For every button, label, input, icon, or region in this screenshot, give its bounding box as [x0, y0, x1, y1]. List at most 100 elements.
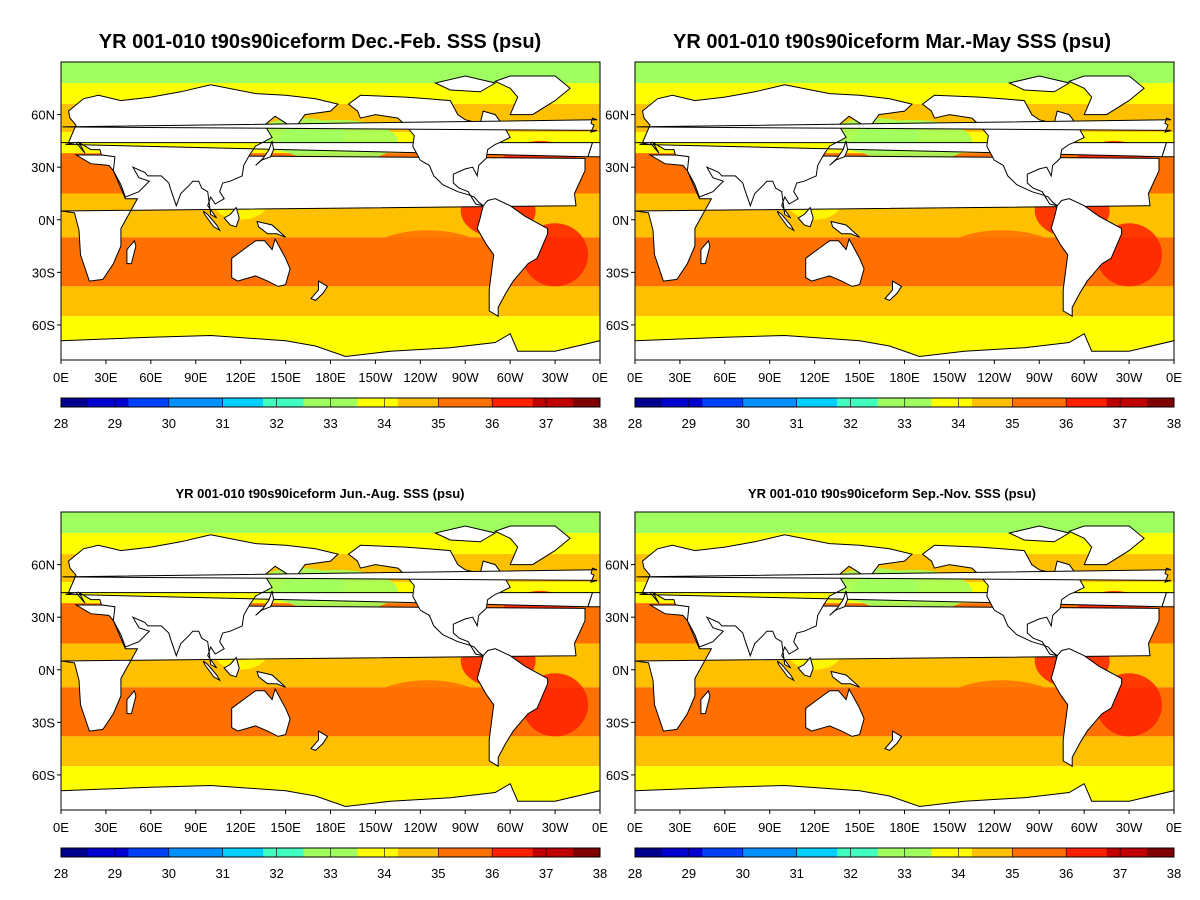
- map-son: 0E 30E 60E 90E 120E 150E 180E 150W 120W 90W 60W 30W…: [605, 511, 1182, 881]
- land-arcticIslands: [1007, 75, 1071, 93]
- lat-tick-label: 60N: [31, 558, 55, 573]
- colorbar-segment: [559, 848, 574, 857]
- lon-tick-label: 30W: [1116, 370, 1143, 385]
- colorbar-segment: [1147, 398, 1162, 407]
- colorbar-segment: [573, 848, 588, 857]
- colorbar-segment: [1106, 398, 1121, 407]
- land-iberia: [1161, 142, 1174, 158]
- lon-tick-label: 30W: [1116, 820, 1143, 835]
- lon-tick-label: 90E: [184, 820, 207, 835]
- colorbar-segment: [904, 848, 919, 857]
- colorbar-segment: [155, 848, 170, 857]
- colorbar-segment: [182, 848, 197, 857]
- lat-tick-label: 30S: [606, 715, 629, 730]
- land-newGuinea: [830, 670, 860, 688]
- land-uk: [62, 567, 598, 583]
- colorbar-segment: [317, 848, 331, 857]
- colorbar-segment: [276, 848, 291, 857]
- colorbar-segment: [61, 848, 75, 857]
- land-uk: [636, 567, 1172, 583]
- colorbar-segment: [877, 848, 892, 857]
- lat-tick-label: 30S: [32, 265, 55, 280]
- lon-tick-label: 150W: [932, 820, 967, 835]
- colorbar-segment: [756, 398, 771, 407]
- colorbar-segment: [492, 398, 507, 407]
- colorbar-segment: [222, 848, 237, 857]
- colorbar-segment: [1120, 848, 1135, 857]
- colorbar-segment: [850, 398, 865, 407]
- lat-tick-label: 0N: [612, 213, 629, 228]
- lon-tick-label: 30W: [542, 820, 569, 835]
- colorbar-segment: [1025, 398, 1040, 407]
- lon-tick-label: 150E: [844, 820, 875, 835]
- land-sumatra: [776, 660, 796, 682]
- land-japan: [829, 590, 849, 616]
- land-sumatra: [776, 210, 796, 232]
- colorbar-segment: [209, 398, 224, 407]
- land-madagascar: [700, 239, 711, 265]
- colorbar-label: 36: [485, 866, 499, 881]
- colorbar-segment: [1093, 848, 1108, 857]
- lon-tick-label: 180E: [889, 820, 920, 835]
- colorbar-segment: [1052, 398, 1067, 407]
- colorbar-segment: [87, 398, 102, 407]
- lon-tick-label: 120W: [977, 370, 1012, 385]
- colorbar-segment: [958, 398, 973, 407]
- colorbar-segment: [864, 398, 879, 407]
- land-borneo: [797, 206, 814, 228]
- colorbar-segment: [1120, 398, 1135, 407]
- land-australia: [805, 687, 865, 737]
- lat-tick-label: 30N: [605, 610, 629, 625]
- sss-band: [61, 286, 600, 317]
- land-borneo: [797, 656, 814, 678]
- lon-tick-label: 120E: [799, 370, 830, 385]
- land-iberia: [587, 592, 600, 608]
- lon-tick-label: 90E: [758, 370, 781, 385]
- colorbar-segment: [944, 848, 959, 857]
- land-arcticIslands: [433, 525, 497, 543]
- colorbar-label: 28: [628, 416, 642, 431]
- colorbar-segment: [971, 848, 986, 857]
- colorbar-segment: [985, 398, 1000, 407]
- colorbar-label: 33: [323, 416, 337, 431]
- lon-tick-label: 180E: [889, 370, 920, 385]
- lon-tick-label: 90W: [1026, 370, 1053, 385]
- colorbar-segment: [384, 848, 399, 857]
- colorbar-label: 38: [1167, 416, 1181, 431]
- land-greenland: [493, 525, 571, 566]
- lon-tick-label: 150E: [270, 370, 301, 385]
- colorbar-segment: [424, 848, 439, 857]
- lat-tick-label: 30S: [32, 715, 55, 730]
- colorbar-segment: [370, 398, 385, 407]
- colorbar-segment: [519, 398, 534, 407]
- colorbar-segment: [783, 398, 798, 407]
- lon-tick-label: 60E: [139, 820, 162, 835]
- colorbar-segment: [688, 848, 703, 857]
- sss-band: [635, 736, 1174, 767]
- colorbar-label: 29: [682, 416, 696, 431]
- colorbar-segment: [648, 398, 663, 407]
- colorbar-segment: [648, 848, 663, 857]
- lon-tick-label: 90W: [1026, 820, 1053, 835]
- colorbar-label: 35: [1005, 416, 1019, 431]
- colorbar-segment: [891, 848, 905, 857]
- colorbar-segment: [715, 398, 730, 407]
- colorbar-segment: [769, 398, 784, 407]
- colorbar-segment: [1160, 398, 1175, 407]
- sss-feature: [694, 696, 785, 732]
- colorbar-segment: [573, 398, 588, 407]
- panel-title-son: YR 001-010 t90s90iceform Sep.-Nov. SSS (…: [747, 486, 1037, 501]
- lon-tick-label: 60E: [713, 820, 736, 835]
- colorbar-segment: [438, 398, 453, 407]
- colorbar-segment: [128, 398, 143, 407]
- colorbar-segment: [195, 398, 210, 407]
- lat-tick-label: 30N: [605, 160, 629, 175]
- colorbar-label: 29: [682, 866, 696, 881]
- land-uk: [636, 117, 1172, 133]
- colorbar-segment: [74, 398, 89, 407]
- sss-band: [61, 736, 600, 767]
- colorbar-segment: [74, 848, 89, 857]
- colorbar-segment: [1025, 848, 1040, 857]
- colorbar-segment: [263, 848, 278, 857]
- colorbar-segment: [101, 398, 116, 407]
